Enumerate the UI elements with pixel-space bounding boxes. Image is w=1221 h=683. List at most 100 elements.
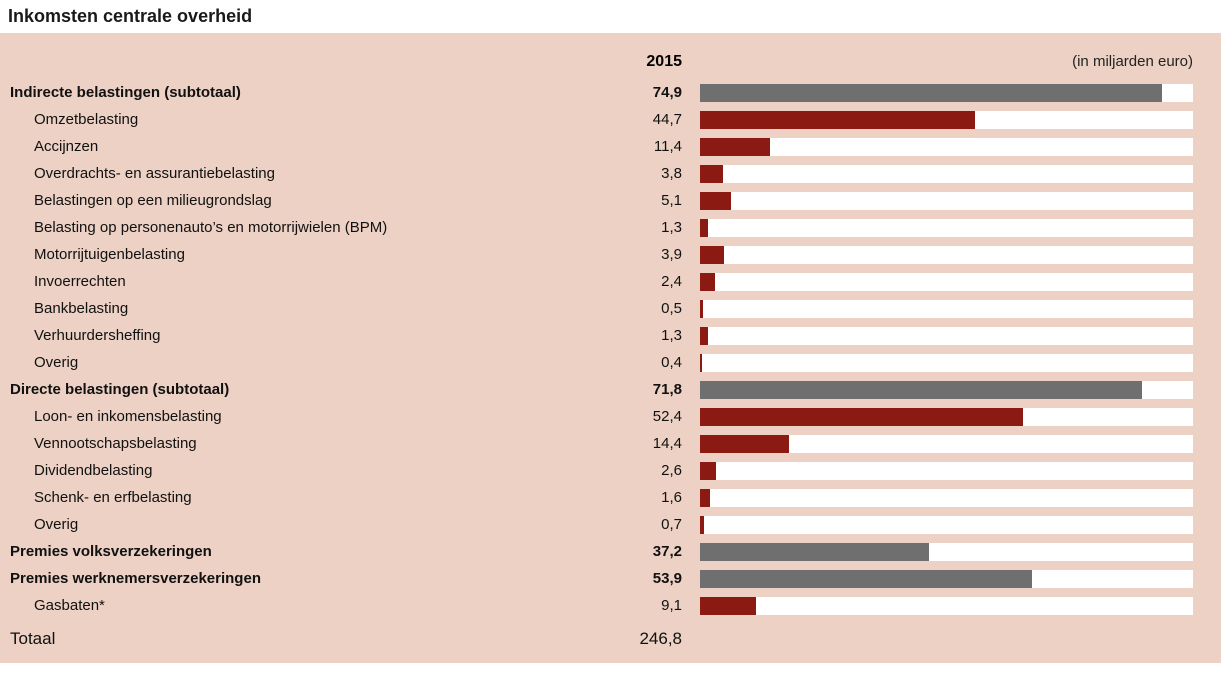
row-label: Overig — [10, 516, 570, 533]
bar-track — [700, 219, 1193, 237]
header-row: 2015 (in miljarden euro) — [10, 53, 1193, 71]
bar-track — [700, 165, 1193, 183]
row-label: Overdrachts- en assurantiebelasting — [10, 165, 570, 182]
bar-fill — [700, 165, 723, 183]
bar-fill — [700, 273, 715, 291]
table-row: Directe belastingen (subtotaal)71,8 — [10, 376, 1193, 403]
table-row: Gasbaten*9,1 — [10, 592, 1193, 619]
row-value: 0,4 — [570, 354, 700, 371]
bar-fill — [700, 408, 1023, 426]
bar-fill — [700, 300, 703, 318]
table-row: Indirecte belastingen (subtotaal)74,9 — [10, 79, 1193, 106]
row-value: 37,2 — [570, 543, 700, 560]
row-label: Dividendbelasting — [10, 462, 570, 479]
table-row: Overig0,7 — [10, 511, 1193, 538]
total-row: Totaal 246,8 — [10, 629, 1193, 649]
row-value: 2,4 — [570, 273, 700, 290]
bar-track — [700, 516, 1193, 534]
row-value: 1,3 — [570, 219, 700, 236]
bar-track — [700, 138, 1193, 156]
row-value: 74,9 — [570, 84, 700, 101]
row-value: 14,4 — [570, 435, 700, 452]
row-label: Omzetbelasting — [10, 111, 570, 128]
bar-track — [700, 273, 1193, 291]
bar-cell — [700, 111, 1193, 129]
bar-cell — [700, 327, 1193, 345]
row-value: 3,8 — [570, 165, 700, 182]
table-row: Vennootschapsbelasting14,4 — [10, 430, 1193, 457]
bar-fill — [700, 84, 1162, 102]
row-label: Belasting op personenauto’s en motorrijw… — [10, 219, 570, 236]
row-value: 71,8 — [570, 381, 700, 398]
row-label: Premies volksverzekeringen — [10, 543, 570, 560]
bar-fill — [700, 354, 702, 372]
row-label: Schenk- en erfbelasting — [10, 489, 570, 506]
bar-track — [700, 327, 1193, 345]
bar-fill — [700, 138, 770, 156]
row-value: 1,3 — [570, 327, 700, 344]
bar-cell — [700, 300, 1193, 318]
bar-cell — [700, 246, 1193, 264]
bar-track — [700, 192, 1193, 210]
row-label: Loon- en inkomensbelasting — [10, 408, 570, 425]
bar-fill — [700, 516, 704, 534]
row-value: 53,9 — [570, 570, 700, 587]
row-value: 5,1 — [570, 192, 700, 209]
total-label: Totaal — [10, 629, 570, 649]
bar-track — [700, 597, 1193, 615]
table-row: Premies volksverzekeringen37,2 — [10, 538, 1193, 565]
bar-cell — [700, 408, 1193, 426]
bar-cell — [700, 138, 1193, 156]
page-title: Inkomsten centrale overheid — [0, 6, 1221, 33]
table-row: Accijnzen11,4 — [10, 133, 1193, 160]
table-row: Overdrachts- en assurantiebelasting3,8 — [10, 160, 1193, 187]
bar-fill — [700, 381, 1142, 399]
row-label: Belastingen op een milieugrondslag — [10, 192, 570, 209]
bar-fill — [700, 192, 731, 210]
row-label: Indirecte belastingen (subtotaal) — [10, 84, 570, 101]
row-value: 0,7 — [570, 516, 700, 533]
table-row: Omzetbelasting44,7 — [10, 106, 1193, 133]
row-label: Motorrijtuigenbelasting — [10, 246, 570, 263]
table-row: Overig0,4 — [10, 349, 1193, 376]
bar-cell — [700, 381, 1193, 399]
header-unit: (in miljarden euro) — [700, 53, 1193, 70]
bar-cell — [700, 516, 1193, 534]
bar-cell — [700, 219, 1193, 237]
bar-cell — [700, 462, 1193, 480]
table-row: Loon- en inkomensbelasting52,4 — [10, 403, 1193, 430]
row-label: Premies werknemersverzekeringen — [10, 570, 570, 587]
row-value: 52,4 — [570, 408, 700, 425]
row-value: 9,1 — [570, 597, 700, 614]
table-row: Invoerrechten2,4 — [10, 268, 1193, 295]
row-value: 0,5 — [570, 300, 700, 317]
row-value: 1,6 — [570, 489, 700, 506]
data-panel: 2015 (in miljarden euro) Indirecte belas… — [0, 33, 1221, 663]
bar-fill — [700, 219, 708, 237]
bar-track — [700, 300, 1193, 318]
row-value: 11,4 — [570, 138, 700, 155]
header-year: 2015 — [10, 53, 700, 71]
table-row: Belastingen op een milieugrondslag5,1 — [10, 187, 1193, 214]
bar-cell — [700, 597, 1193, 615]
row-label: Gasbaten* — [10, 597, 570, 614]
row-label: Bankbelasting — [10, 300, 570, 317]
bar-cell — [700, 543, 1193, 561]
bar-fill — [700, 462, 716, 480]
row-value: 44,7 — [570, 111, 700, 128]
bar-fill — [700, 543, 929, 561]
bar-cell — [700, 84, 1193, 102]
bar-track — [700, 354, 1193, 372]
row-label: Overig — [10, 354, 570, 371]
bar-track — [700, 462, 1193, 480]
row-label: Accijnzen — [10, 138, 570, 155]
row-label: Verhuurdersheffing — [10, 327, 570, 344]
row-label: Invoerrechten — [10, 273, 570, 290]
table-row: Motorrijtuigenbelasting3,9 — [10, 241, 1193, 268]
row-label: Vennootschapsbelasting — [10, 435, 570, 452]
bar-cell — [700, 165, 1193, 183]
row-label: Directe belastingen (subtotaal) — [10, 381, 570, 398]
bar-fill — [700, 246, 724, 264]
total-value: 246,8 — [570, 629, 700, 649]
bar-fill — [700, 111, 975, 129]
